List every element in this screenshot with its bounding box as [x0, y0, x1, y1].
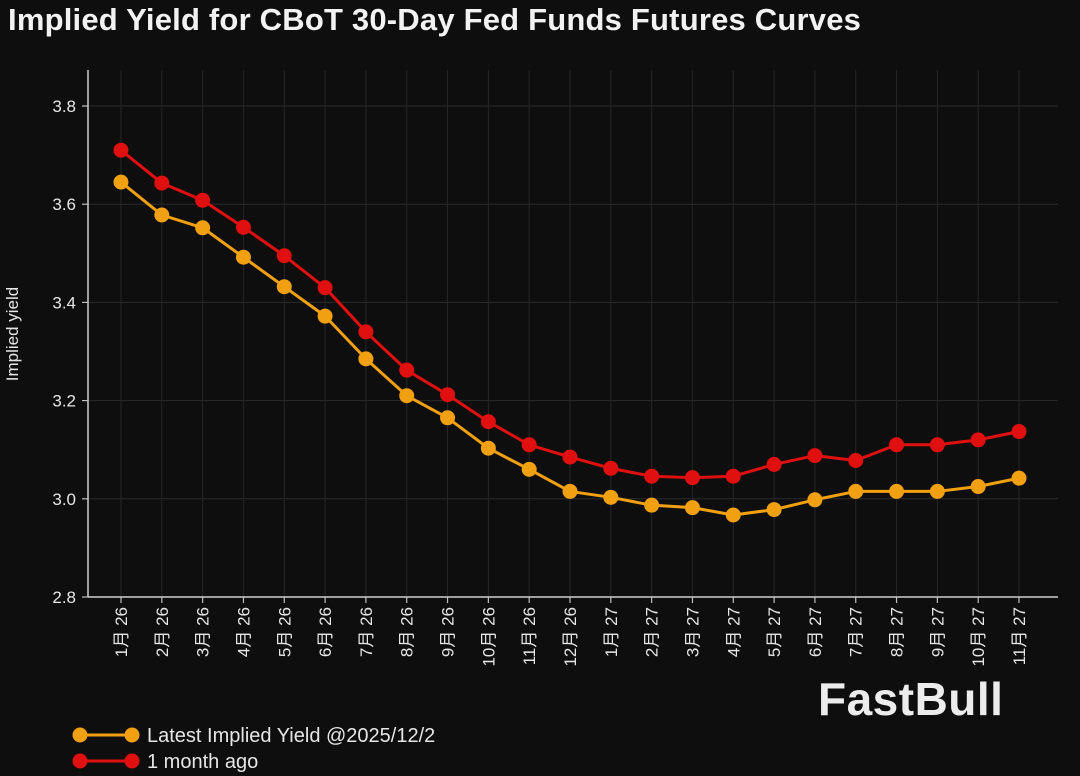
data-point	[766, 456, 782, 472]
data-point	[970, 479, 986, 495]
x-tick-label: 6月 27	[806, 607, 825, 657]
data-point	[276, 279, 292, 295]
x-tick-label: 11月 27	[1010, 607, 1029, 665]
data-point	[603, 460, 619, 476]
data-point	[358, 324, 374, 340]
data-point	[562, 483, 578, 499]
x-tick-label: 7月 26	[357, 607, 376, 657]
data-point	[807, 448, 823, 464]
data-point	[154, 175, 170, 191]
chart-title: Implied Yield for CBoT 30-Day Fed Funds …	[8, 2, 862, 37]
data-point	[684, 500, 700, 516]
y-ticks: 2.8 3.0 3.2 3.4 3.6 3.8	[52, 97, 88, 607]
legend-label: Latest Implied Yield @2025/12/2	[147, 725, 435, 747]
axes	[87, 70, 1058, 598]
x-tick-label: 8月 26	[398, 607, 417, 657]
data-point	[970, 432, 986, 448]
data-point	[195, 192, 211, 208]
x-tick-label: 5月 26	[275, 607, 294, 657]
x-tick-label: 3月 27	[683, 607, 702, 657]
data-point	[317, 280, 333, 296]
data-point	[929, 437, 945, 453]
data-point	[848, 483, 864, 499]
data-point	[317, 308, 333, 324]
x-tick-label: 7月 27	[847, 607, 866, 657]
data-point	[480, 440, 496, 456]
legend-label: 1 month ago	[147, 751, 258, 773]
legend-item: 1 month ago	[72, 751, 258, 773]
data-point	[725, 468, 741, 484]
data-point	[480, 414, 496, 430]
x-tick-label: 6月 26	[316, 607, 335, 657]
data-point	[807, 492, 823, 508]
data-point	[766, 502, 782, 518]
data-point	[562, 449, 578, 465]
data-point	[440, 387, 456, 403]
legend: Latest Implied Yield @2025/12/2 1 month a…	[72, 725, 435, 773]
data-point	[276, 248, 292, 264]
data-point	[684, 470, 700, 486]
data-point	[195, 220, 211, 236]
data-point	[399, 362, 415, 378]
data-point	[521, 461, 537, 477]
legend-marker	[124, 753, 140, 769]
legend-marker	[72, 727, 88, 743]
y-axis-label: Implied yield	[3, 287, 22, 382]
data-point	[889, 437, 905, 453]
data-point	[399, 388, 415, 404]
x-tick-label: 1月 27	[602, 607, 621, 657]
x-ticks: 1月 26 2月 26 3月 26 4月 26 5月 26 6月 26 7月 26 8月 26…	[112, 597, 1029, 667]
y-tick-label: 3.0	[52, 490, 76, 509]
x-tick-label: 9月 26	[439, 607, 458, 657]
data-point	[603, 489, 619, 505]
x-tick-label: 9月 27	[928, 607, 947, 657]
y-tick-label: 2.8	[52, 588, 76, 607]
data-point	[644, 468, 660, 484]
x-tick-label: 10月 27	[969, 607, 988, 667]
legend-item: Latest Implied Yield @2025/12/2	[72, 725, 435, 747]
data-point	[889, 483, 905, 499]
x-tick-label: 2月 26	[153, 607, 172, 657]
legend-marker	[72, 753, 88, 769]
y-tick-label: 3.6	[52, 195, 76, 214]
x-tick-label: 4月 26	[234, 607, 253, 657]
data-point	[113, 174, 129, 190]
grid	[88, 70, 1058, 597]
data-point	[358, 351, 374, 367]
data-point	[235, 219, 251, 235]
x-tick-label: 1月 26	[112, 607, 131, 657]
data-point	[1011, 424, 1027, 440]
data-point	[848, 453, 864, 469]
data-point	[929, 483, 945, 499]
data-point	[235, 249, 251, 265]
x-tick-label: 2月 27	[643, 607, 662, 657]
x-tick-label: 10月 26	[479, 607, 498, 667]
data-point	[154, 207, 170, 223]
data-point	[644, 497, 660, 513]
data-point	[113, 142, 129, 158]
legend-marker	[124, 727, 140, 743]
x-tick-label: 8月 27	[888, 607, 907, 657]
data-point	[725, 507, 741, 523]
data-point	[1011, 470, 1027, 486]
x-tick-label: 11月 26	[520, 607, 539, 665]
x-tick-label: 5月 27	[765, 607, 784, 657]
series-month-ago	[113, 142, 1027, 486]
y-tick-label: 3.2	[52, 392, 76, 411]
y-tick-label: 3.8	[52, 97, 76, 116]
x-tick-label: 12月 26	[561, 607, 580, 667]
y-tick-label: 3.4	[52, 293, 76, 312]
data-point	[440, 410, 456, 426]
x-tick-label: 4月 27	[724, 607, 743, 657]
data-point	[521, 437, 537, 453]
fastbull-watermark: FastBull	[818, 673, 1004, 725]
x-tick-label: 3月 26	[194, 607, 213, 657]
series-latest	[113, 174, 1027, 523]
series-lines	[113, 142, 1027, 523]
